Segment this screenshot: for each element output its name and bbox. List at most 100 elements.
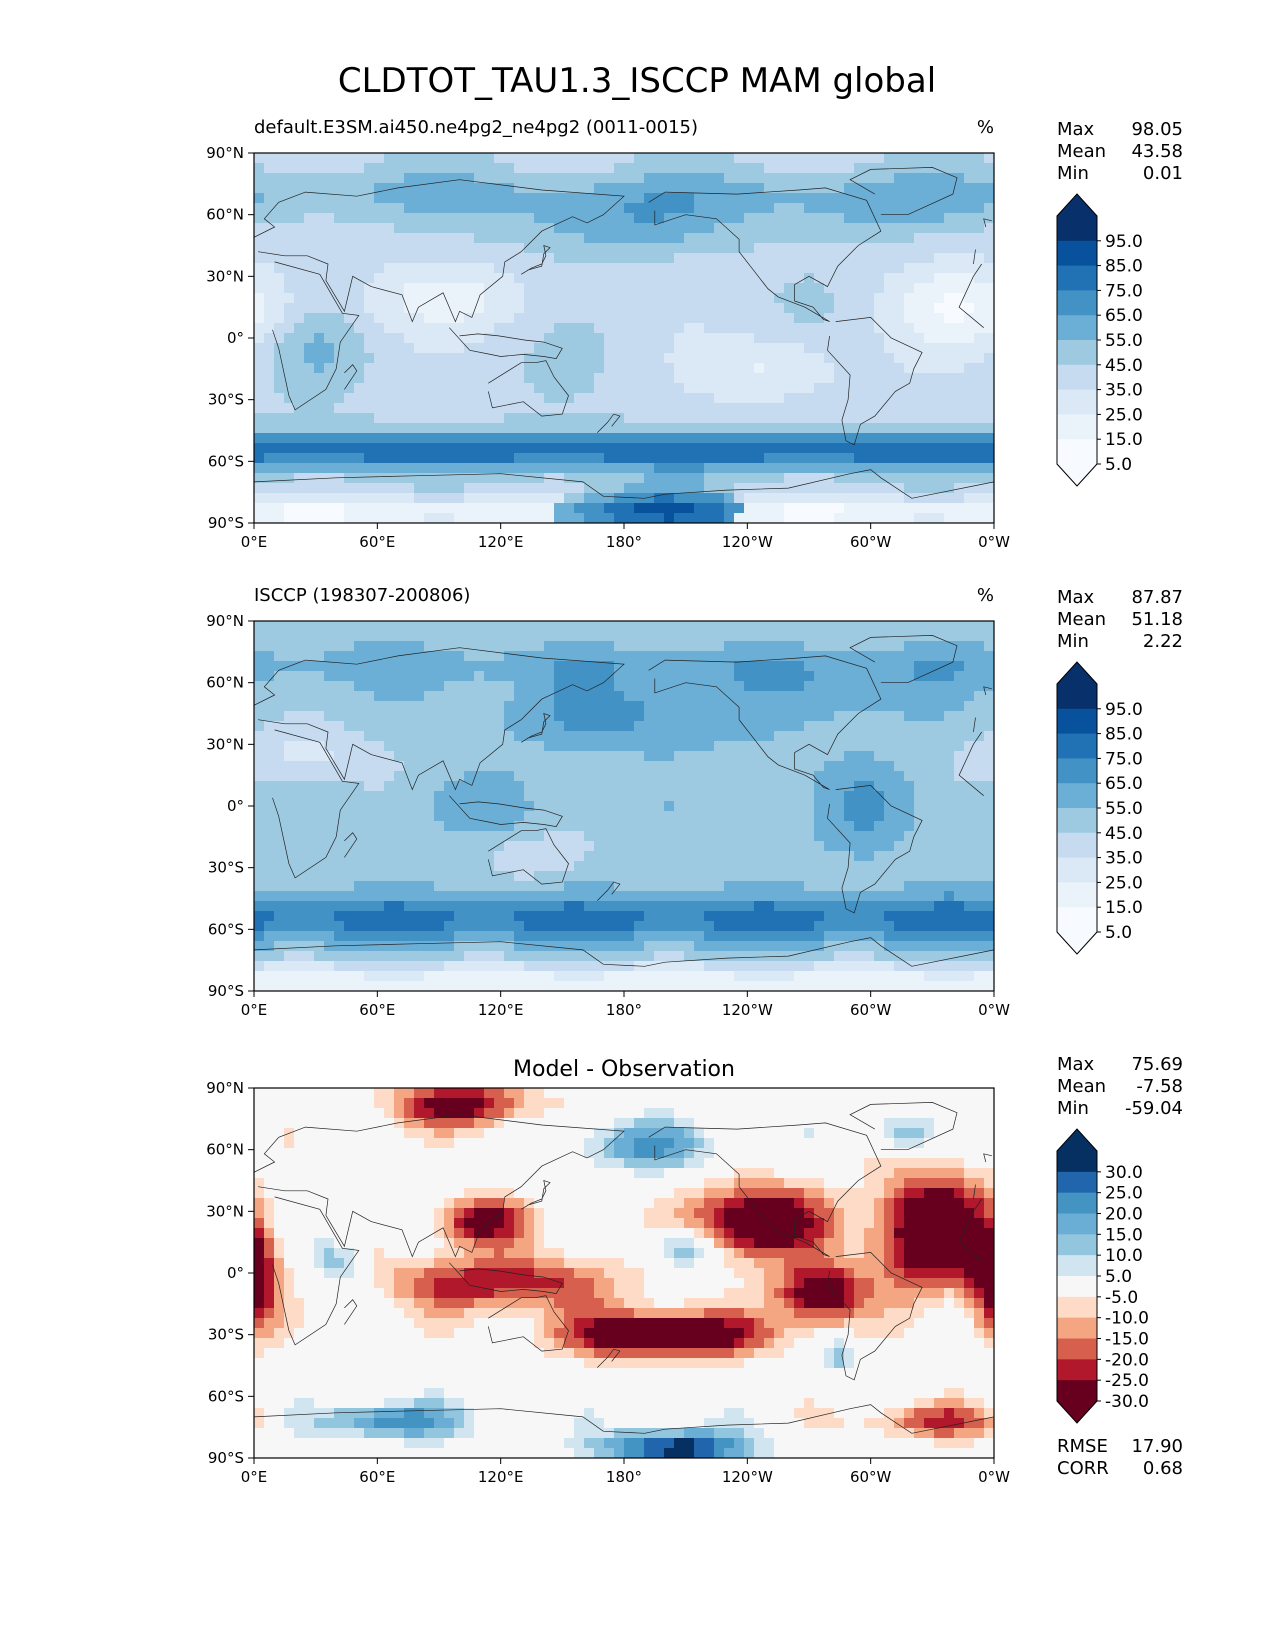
field-cell [964, 891, 975, 902]
field-cell [294, 791, 305, 802]
field-cell [754, 193, 765, 204]
field-cell [924, 741, 935, 752]
field-cell [554, 791, 565, 802]
field-cell [254, 691, 265, 702]
field-cell [394, 443, 405, 454]
field-cell [264, 283, 275, 294]
field-cell [344, 323, 355, 334]
field-cell [584, 233, 595, 244]
field-cell [824, 811, 835, 822]
field-cell [504, 801, 515, 812]
field-cell [284, 701, 295, 712]
field-cell [484, 641, 495, 652]
field-cell [284, 353, 295, 364]
field-cell [774, 303, 785, 314]
field-cell [494, 183, 505, 194]
field-cell [274, 183, 285, 194]
field-cell [344, 263, 355, 274]
field-cell [844, 163, 855, 174]
field-cell [754, 503, 765, 514]
field-cell [784, 183, 795, 194]
field-cell [674, 253, 685, 264]
field-cell [344, 423, 355, 434]
field-cell [624, 213, 635, 224]
field-cell [424, 651, 435, 662]
field-cell [684, 493, 695, 504]
field-cell [964, 393, 975, 404]
field-cell [604, 433, 615, 444]
field-cell [964, 223, 975, 234]
field-cell [644, 631, 655, 642]
field-cell [344, 701, 355, 712]
field-cell [314, 483, 325, 494]
field-cell [734, 163, 745, 174]
field-cell [974, 203, 985, 214]
field-cell [524, 283, 535, 294]
field-cell [444, 343, 455, 354]
field-cell [464, 483, 475, 494]
field-cell [844, 701, 855, 712]
field-cell [804, 641, 815, 652]
field-cell [284, 253, 295, 264]
field-cell [304, 243, 315, 254]
field-cell [874, 731, 885, 742]
field-cell [284, 483, 295, 494]
field-cell [404, 831, 415, 842]
field-cell [784, 901, 795, 912]
field-cell [714, 363, 725, 374]
field-cell [514, 163, 525, 174]
field-cell [974, 193, 985, 204]
field-cell [594, 413, 605, 424]
field-cell [764, 781, 775, 792]
field-cell [264, 313, 275, 324]
field-cell [374, 423, 385, 434]
field-cell [384, 691, 395, 702]
field-cell [474, 273, 485, 284]
field-cell [554, 233, 565, 244]
field-cell [644, 293, 655, 304]
field-cell [324, 373, 335, 384]
field-cell [854, 691, 865, 702]
field-cell [354, 681, 365, 692]
field-cell [384, 701, 395, 712]
field-cell [334, 453, 345, 464]
field-cell [554, 353, 565, 364]
field-cell [424, 323, 435, 334]
field-cell [284, 343, 295, 354]
field-cell [964, 173, 975, 184]
field-cell [934, 661, 945, 672]
field-cell [274, 831, 285, 842]
field-cell [614, 621, 625, 632]
field-cell [794, 881, 805, 892]
field-cell [274, 851, 285, 862]
field-cell [714, 493, 725, 504]
field-cell [714, 273, 725, 284]
field-cell [794, 751, 805, 762]
field-cell [254, 751, 265, 762]
field-cell [524, 631, 535, 642]
field-cell [684, 851, 695, 862]
field-cell [434, 313, 445, 324]
field-cell [914, 741, 925, 752]
field-cell [674, 173, 685, 184]
field-cell [974, 433, 985, 444]
field-cell [704, 223, 715, 234]
field-cell [724, 463, 735, 474]
field-cell [824, 681, 835, 692]
field-cell [944, 263, 955, 274]
field-cell [444, 313, 455, 324]
field-cell [654, 243, 665, 254]
field-cell [604, 363, 615, 374]
field-cell [924, 423, 935, 434]
field-cell [264, 831, 275, 842]
field-cell [754, 353, 765, 364]
field-cell [634, 253, 645, 264]
field-cell [514, 333, 525, 344]
field-cell [674, 363, 685, 374]
field-cell [814, 821, 825, 832]
field-cell [764, 741, 775, 752]
field-cell [754, 293, 765, 304]
field-cell [554, 911, 565, 922]
field-cell [614, 373, 625, 384]
field-cell [494, 303, 505, 314]
